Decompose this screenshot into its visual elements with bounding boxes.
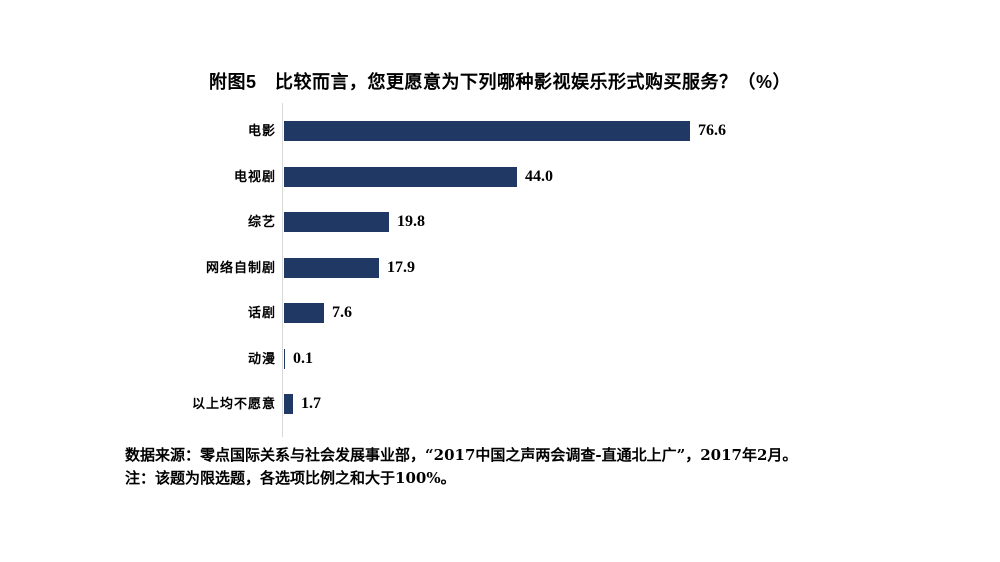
- value-label: 7.6: [332, 304, 352, 321]
- bar: [284, 349, 285, 369]
- bar: [284, 212, 389, 232]
- bar: [284, 167, 517, 187]
- chart-row: 电视剧 44.0: [0, 166, 1000, 188]
- bar: [284, 303, 324, 323]
- value-label: 19.8: [397, 213, 425, 230]
- source-note: 数据来源：零点国际关系与社会发展事业部，“2017中国之声两会调查-直通北上广”…: [125, 446, 798, 464]
- chart-row: 动漫 0.1: [0, 348, 1000, 370]
- value-label: 44.0: [525, 168, 553, 185]
- value-label: 17.9: [387, 259, 415, 276]
- footer: 数据来源：零点国际关系与社会发展事业部，“2017中国之声两会调查-直通北上广”…: [125, 444, 945, 490]
- chart-row: 电影 76.6: [0, 120, 1000, 142]
- value-label: 1.7: [301, 395, 321, 412]
- chart-title: 附图5 比较而言，您更愿意为下列哪种影视娱乐形式购买服务？（%）: [208, 72, 791, 92]
- y-axis-line: [282, 103, 283, 437]
- chart-row: 网络自制剧 17.9: [0, 257, 1000, 279]
- category-label: 综艺: [247, 214, 276, 229]
- category-label: 以上均不愿意: [191, 396, 276, 411]
- chart-row: 以上均不愿意 1.7: [0, 393, 1000, 415]
- category-label: 电影: [247, 123, 276, 138]
- chart-row: 话剧 7.6: [0, 302, 1000, 324]
- category-label: 电视剧: [233, 169, 276, 184]
- bar: [284, 258, 379, 278]
- category-label: 网络自制剧: [205, 260, 276, 275]
- category-label: 话剧: [247, 305, 276, 320]
- value-label: 0.1: [293, 350, 313, 367]
- chart-row: 综艺 19.8: [0, 211, 1000, 233]
- category-label: 动漫: [247, 351, 276, 366]
- bar: [284, 394, 293, 414]
- selection-note: 注：该题为限选题，各选项比例之和大于100%。: [125, 469, 456, 487]
- bar: [284, 121, 690, 141]
- value-label: 76.6: [698, 122, 726, 139]
